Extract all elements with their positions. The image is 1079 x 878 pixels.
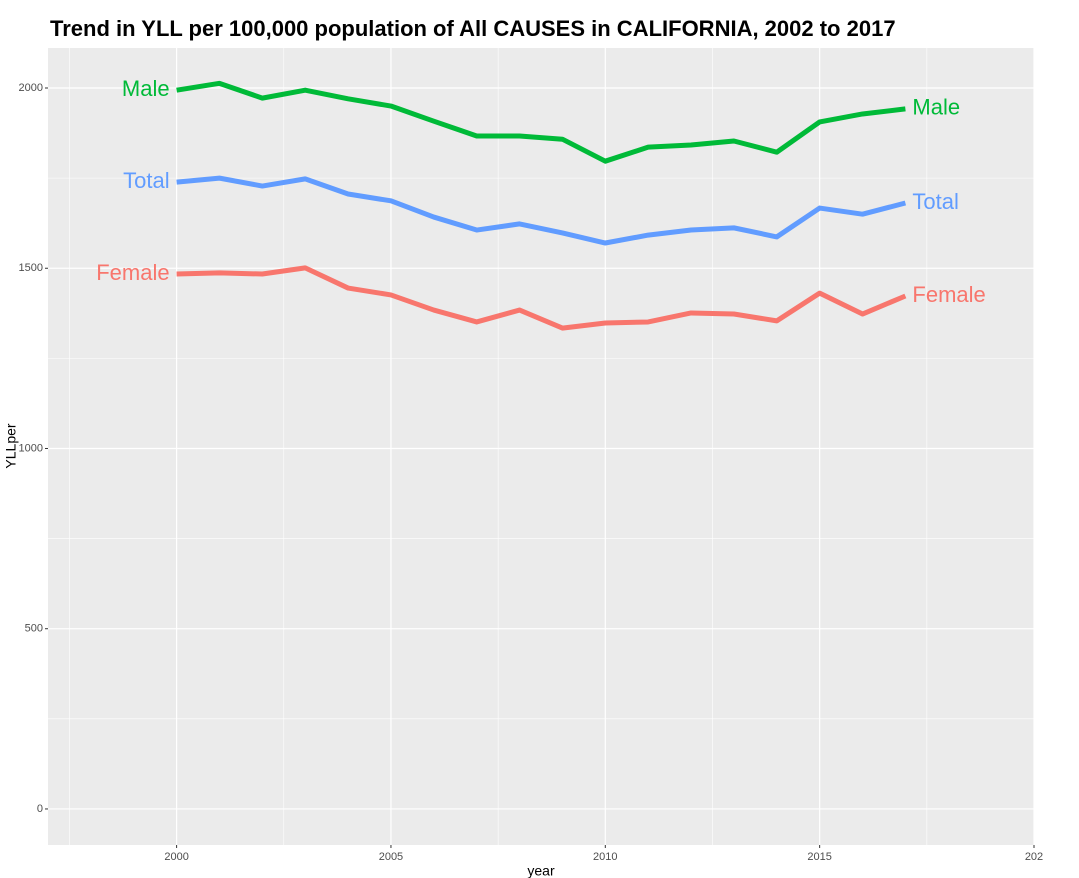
series-line bbox=[176, 265, 907, 331]
y-tick-label: 2000 bbox=[19, 82, 43, 94]
series-label: Male bbox=[122, 76, 170, 101]
series-label: Total bbox=[912, 189, 958, 214]
y-tick-label: 1000 bbox=[19, 442, 43, 454]
x-tick-label: 202 bbox=[1025, 851, 1043, 863]
series-label: Total bbox=[123, 168, 169, 193]
y-tick-label: 1500 bbox=[19, 262, 43, 274]
y-axis-title: YLLper bbox=[3, 423, 19, 468]
y-tick-label: 0 bbox=[37, 803, 43, 815]
series-label: Male bbox=[912, 95, 960, 120]
y-tick-label: 500 bbox=[25, 623, 43, 635]
series-label: Female bbox=[912, 282, 985, 307]
x-tick-label: 2000 bbox=[164, 851, 188, 863]
series-line bbox=[176, 175, 907, 246]
x-tick-label: 2010 bbox=[593, 851, 617, 863]
x-tick-label: 2005 bbox=[379, 851, 403, 863]
x-axis-title: year bbox=[527, 863, 555, 878]
series-label: Female bbox=[96, 260, 169, 285]
plot-background bbox=[48, 48, 1034, 845]
chart-title: Trend in YLL per 100,000 population of A… bbox=[50, 16, 896, 41]
series-line bbox=[176, 80, 906, 164]
x-tick-label: 2015 bbox=[807, 851, 831, 863]
